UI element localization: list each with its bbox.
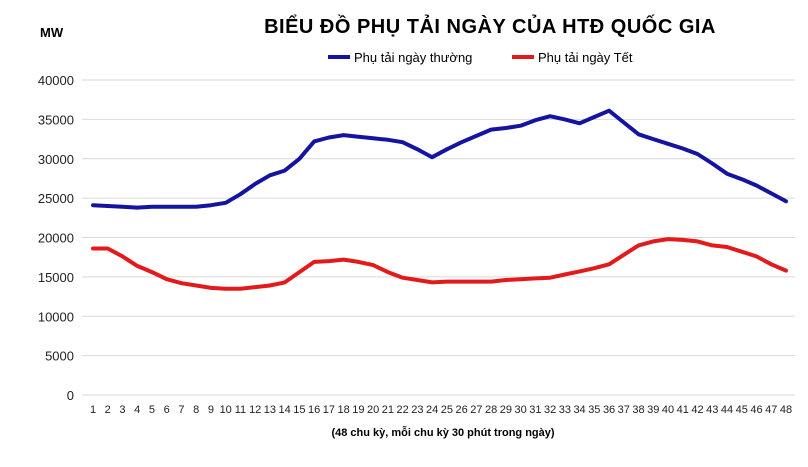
x-tick-label-14: 15 [293, 404, 305, 416]
x-tick-label-3: 4 [134, 404, 140, 416]
y-tick-label-8: 40000 [38, 73, 74, 88]
y-tick-label-3: 15000 [38, 270, 74, 285]
x-tick-label-31: 32 [544, 404, 556, 416]
x-tick-label-13: 14 [279, 404, 291, 416]
x-tick-label-10: 11 [235, 404, 246, 416]
x-tick-label-26: 27 [470, 404, 482, 416]
x-tick-label-30: 31 [529, 404, 541, 416]
x-tick-label-47: 48 [780, 404, 792, 416]
series-line-0 [91, 108, 788, 210]
x-tick-label-2: 3 [119, 404, 125, 416]
x-tick-label-11: 12 [249, 404, 261, 416]
x-tick-label-8: 9 [208, 404, 214, 416]
x-tick-label-1: 2 [105, 404, 111, 416]
x-tick-label-39: 40 [662, 404, 674, 416]
x-tick-label-33: 34 [573, 404, 585, 416]
x-tick-label-46: 47 [765, 404, 777, 416]
x-tick-label-41: 42 [691, 404, 703, 416]
x-tick-label-12: 13 [264, 404, 276, 416]
x-tick-label-0: 1 [90, 404, 96, 416]
x-tick-label-23: 24 [426, 404, 438, 416]
x-tick-label-40: 41 [677, 404, 689, 416]
x-tick-label-27: 28 [485, 404, 497, 416]
y-tick-label-2: 10000 [38, 309, 74, 324]
x-tick-label-17: 18 [338, 404, 350, 416]
chart-title: BIỂU ĐỒ PHỤ TẢI NGÀY CỦA HTĐ QUỐC GIA [264, 14, 716, 38]
x-tick-label-38: 39 [647, 404, 659, 416]
legend: Phụ tải ngày thường Phụ tải ngày Tết [328, 50, 633, 65]
y-axis-unit: MW [40, 25, 64, 40]
legend-label-1: Phụ tải ngày Tết [538, 50, 633, 65]
x-tick-label-5: 6 [164, 404, 170, 416]
x-tick-label-34: 35 [588, 404, 600, 416]
x-tick-label-15: 16 [308, 404, 320, 416]
legend-label-0: Phụ tải ngày thường [354, 50, 472, 65]
x-tick-label-28: 29 [500, 404, 512, 416]
x-tick-label-7: 8 [193, 404, 199, 416]
grid-lines [82, 79, 795, 396]
x-tick-label-22: 23 [411, 404, 423, 416]
y-tick-label-7: 35000 [38, 112, 74, 127]
x-tick-label-37: 38 [632, 404, 644, 416]
x-tick-label-29: 30 [514, 404, 526, 416]
x-axis-ticks: 1 2 3 4 5 6 7 8 9 10 11 12 13 14 15 16 17 18 19 20 21 22 23 24 2… [90, 404, 792, 416]
x-axis-label: (48 chu kỳ, mỗi chu kỳ 30 phút trong ngà… [331, 426, 554, 439]
y-tick-label-4: 20000 [38, 231, 74, 246]
legend-item-0: Phụ tải ngày thường [328, 50, 472, 65]
x-tick-label-36: 37 [618, 404, 630, 416]
x-tick-label-45: 46 [750, 404, 762, 416]
x-tick-label-18: 19 [352, 404, 364, 416]
series-line-1 [91, 237, 788, 291]
x-tick-label-35: 36 [603, 404, 615, 416]
x-tick-label-43: 44 [721, 404, 733, 416]
x-tick-label-44: 45 [736, 404, 748, 416]
x-tick-label-32: 33 [559, 404, 571, 416]
y-tick-label-6: 30000 [38, 152, 74, 167]
x-tick-label-42: 43 [706, 404, 718, 416]
y-axis-ticks: 0 5000 10000 15000 20000 25000 30000 35000 40000 [38, 73, 74, 403]
x-tick-label-6: 7 [178, 404, 184, 416]
x-tick-label-21: 22 [397, 404, 409, 416]
x-tick-label-4: 5 [149, 404, 155, 416]
x-tick-label-16: 17 [323, 404, 335, 416]
x-tick-label-9: 10 [220, 404, 232, 416]
series-lines [91, 108, 788, 291]
x-tick-label-25: 26 [455, 404, 467, 416]
y-tick-label-0: 0 [67, 388, 74, 403]
x-tick-label-24: 25 [441, 404, 453, 416]
y-tick-label-1: 5000 [45, 349, 74, 364]
legend-item-1: Phụ tải ngày Tết [512, 50, 633, 65]
x-tick-label-19: 20 [367, 404, 379, 416]
x-tick-label-20: 21 [382, 404, 394, 416]
y-tick-label-5: 25000 [38, 191, 74, 206]
